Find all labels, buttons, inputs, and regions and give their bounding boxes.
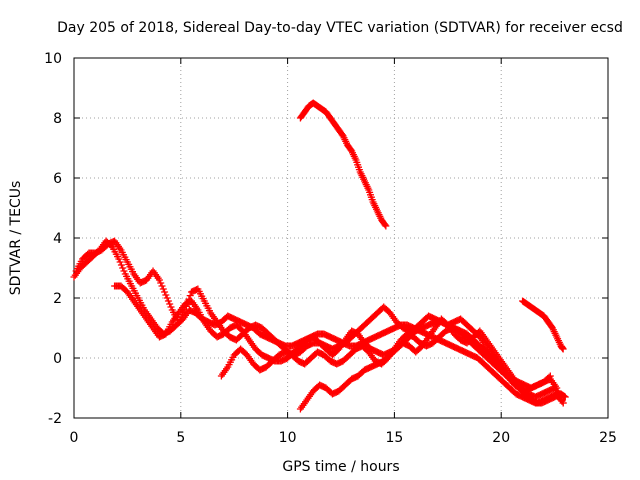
data-point [382, 222, 390, 230]
data-point [159, 285, 167, 293]
data-point [162, 291, 170, 299]
data-point [164, 297, 172, 305]
series-ecsd-track-7 [519, 297, 567, 353]
series-ecsd-track-5 [296, 315, 567, 413]
y-axis-label: SDTVAR / TECUs [8, 181, 24, 296]
y-tick-label: 4 [53, 231, 62, 247]
y-tick-label: -2 [48, 411, 62, 427]
x-axis-label: GPS time / hours [282, 459, 399, 475]
data-point [116, 258, 124, 266]
data-point [559, 399, 567, 407]
data-point [186, 292, 194, 300]
x-tick-label: 10 [279, 430, 297, 446]
series-ecsd-track-1 [70, 237, 569, 407]
y-tick-label: 2 [53, 291, 62, 307]
data-point [166, 300, 174, 308]
data-point [546, 372, 554, 380]
data-point [161, 288, 169, 296]
data-point [155, 276, 163, 284]
data-point [167, 303, 175, 311]
y-tick-label: 10 [44, 51, 62, 67]
data-point [157, 279, 165, 287]
data-points [70, 99, 569, 413]
grid-lines [74, 58, 608, 418]
series-ecsd-track-6 [296, 99, 390, 230]
y-tick-label: 8 [53, 111, 62, 127]
y-tick-label: 0 [53, 351, 62, 367]
x-tick-label: 0 [70, 430, 79, 446]
data-point [545, 373, 553, 381]
data-point [117, 261, 125, 269]
x-tick-label: 20 [492, 430, 510, 446]
data-point [559, 345, 567, 353]
series-ecsd-track-3 [111, 282, 554, 392]
x-tick-label: 15 [385, 430, 403, 446]
chart-title: Day 205 of 2018, Sidereal Day-to-day VTE… [57, 20, 623, 36]
data-point [163, 294, 171, 302]
data-point [119, 264, 127, 272]
x-tick-label: 5 [176, 430, 185, 446]
x-tick-label: 25 [599, 430, 617, 446]
axis-ticks: 0 5 10 15 20 25 -2 0 2 4 6 8 10 [44, 51, 617, 446]
data-point [120, 267, 128, 275]
data-point [158, 282, 166, 290]
y-tick-label: 6 [53, 171, 62, 187]
data-point [115, 255, 123, 263]
data-point [381, 221, 389, 229]
